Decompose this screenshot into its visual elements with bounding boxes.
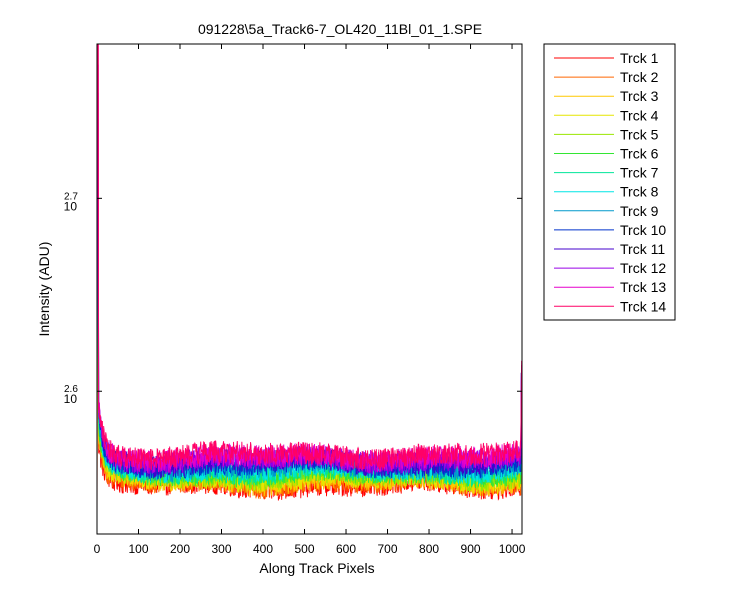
series-line-14 xyxy=(97,44,522,471)
x-tick-label: 0 xyxy=(94,542,101,556)
plot-area: 0 100 200 300 400 500 600 700 800 900 1000 102.610… xyxy=(64,43,526,556)
x-tick-label: 700 xyxy=(378,542,398,556)
legend-box xyxy=(543,43,676,321)
legend-label: Trck 6 xyxy=(620,146,659,162)
x-tick-label: 1000 xyxy=(499,542,526,556)
legend-label: Trck 12 xyxy=(620,260,666,276)
y-tick-exponent: 2.6 xyxy=(64,384,78,395)
legend-label: Trck 2 xyxy=(620,69,659,85)
y-tick-label: 10 xyxy=(64,199,78,213)
x-tick-label: 400 xyxy=(253,542,273,556)
legend-label: Trck 9 xyxy=(620,203,659,219)
x-tick-label: 500 xyxy=(295,542,315,556)
legend-label: Trck 3 xyxy=(620,88,659,104)
legend-label: Trck 14 xyxy=(620,298,666,314)
legend-label: Trck 11 xyxy=(620,241,665,257)
x-tick-label: 900 xyxy=(461,542,481,556)
x-tick-label: 300 xyxy=(211,542,231,556)
legend-label: Trck 10 xyxy=(620,222,666,238)
plot-frame xyxy=(96,43,523,535)
chart-title: 091228\5a_Track6-7_OL420_11Bl_01_1.SPE xyxy=(198,21,482,37)
x-tick-label: 200 xyxy=(170,542,190,556)
legend-label: Trck 13 xyxy=(620,279,666,295)
y-tick-label: 10 xyxy=(64,392,78,406)
legend-label: Trck 5 xyxy=(620,126,659,142)
x-axis-label: Along Track Pixels xyxy=(259,560,374,576)
y-tick-exponent: 2.7 xyxy=(64,191,78,202)
legend-label: Trck 4 xyxy=(620,107,659,123)
legend-label: Trck 8 xyxy=(620,184,659,200)
x-tick-label: 100 xyxy=(128,542,148,556)
x-tick-label: 800 xyxy=(419,542,439,556)
legend: Trck 1 Trck 2 Trck 3 Trck 4 Trck 5 Trck 6 Trck… xyxy=(543,43,676,321)
legend-label: Trck 7 xyxy=(620,165,659,181)
y-axis-label: Intensity (ADU) xyxy=(36,242,52,337)
legend-label: Trck 1 xyxy=(620,50,659,66)
x-tick-label: 600 xyxy=(336,542,356,556)
